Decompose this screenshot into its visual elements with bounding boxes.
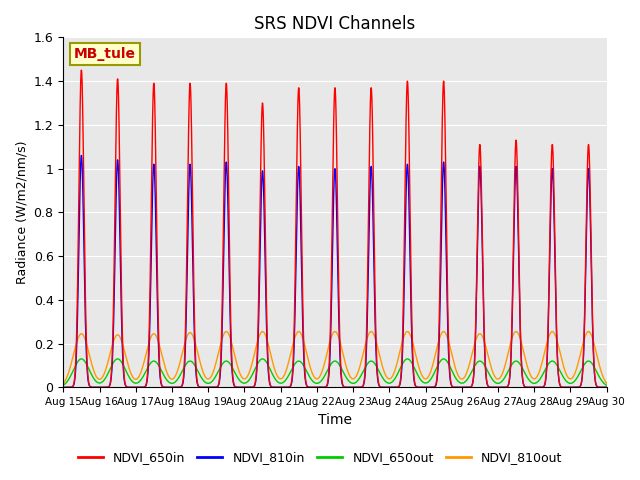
X-axis label: Time: Time (318, 413, 352, 427)
Legend: NDVI_650in, NDVI_810in, NDVI_650out, NDVI_810out: NDVI_650in, NDVI_810in, NDVI_650out, NDV… (72, 446, 568, 469)
Y-axis label: Radiance (W/m2/nm/s): Radiance (W/m2/nm/s) (15, 141, 28, 284)
Text: MB_tule: MB_tule (74, 48, 136, 61)
Title: SRS NDVI Channels: SRS NDVI Channels (254, 15, 415, 33)
